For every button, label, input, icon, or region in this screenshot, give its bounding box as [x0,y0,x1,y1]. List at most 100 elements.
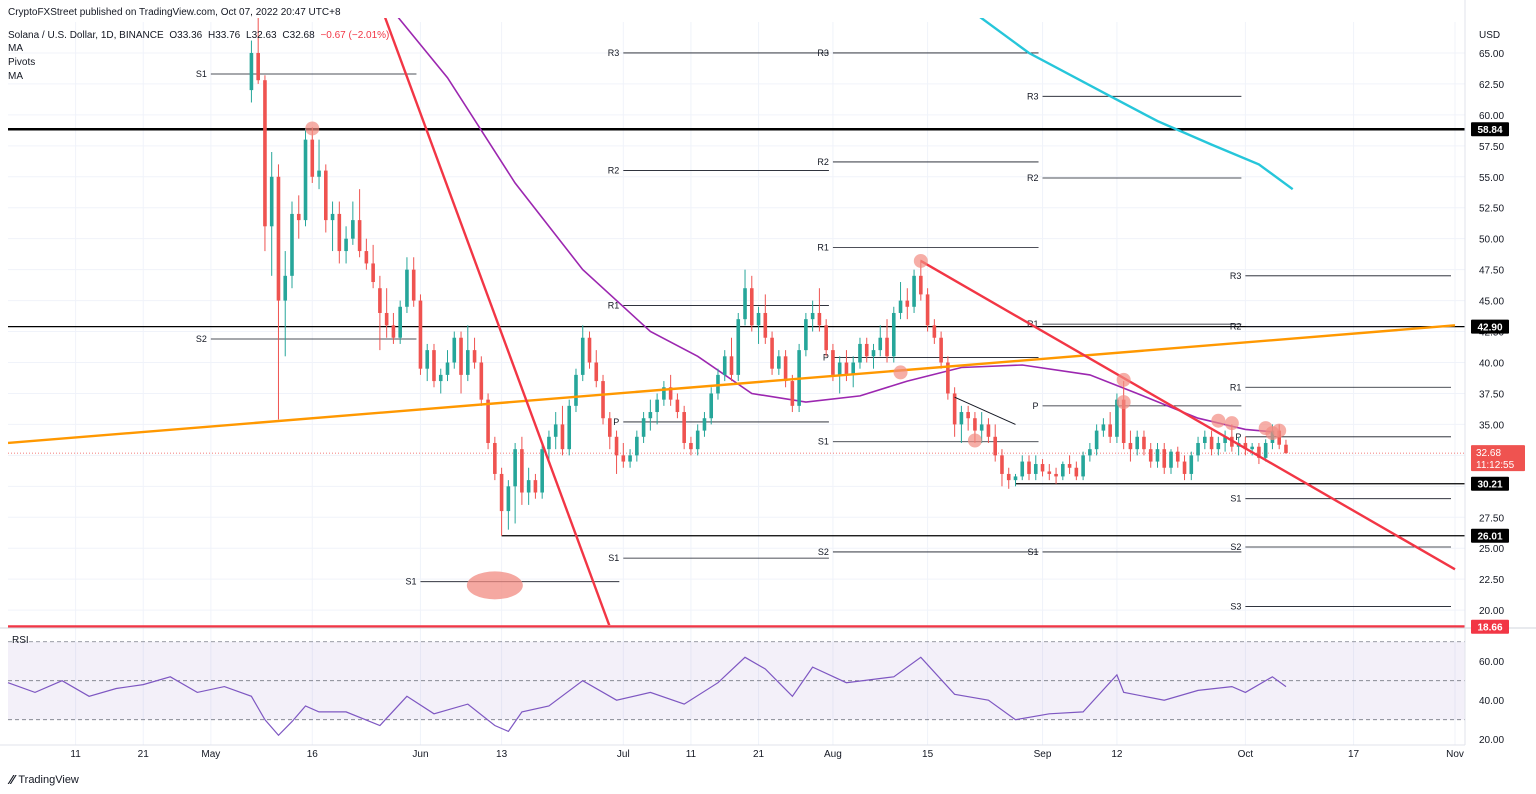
candle-2022-06-28 [601,374,605,425]
candle-body [966,412,970,419]
candle-2022-07-13 [702,412,707,437]
candle-2022-08-15 [925,288,930,332]
candle-body [330,213,335,221]
candle-body [452,337,457,363]
indicator-ma-1[interactable]: MA [8,43,23,54]
indicator-ma-2[interactable]: MA [8,71,23,82]
y-tick-2: 60.00 [1479,111,1504,122]
rsi-label: RSI [12,635,29,646]
price-label-bg-3 [1471,528,1509,543]
candle-body [864,343,869,357]
candle-body [756,312,761,326]
price-label-4: 18.66 [1477,623,1502,634]
y-tick-8: 45.00 [1479,297,1504,308]
x-tick-1: 21 [138,749,150,760]
candle-2022-08-12 [905,288,910,320]
candle-2022-07-16 [722,350,727,382]
candle-2022-06-11 [486,393,490,450]
candle-2022-08-07 [871,343,876,369]
candle-body [1203,436,1207,443]
candle-body [418,300,423,369]
candle-2022-05-16 [310,127,315,183]
candle-body [567,405,572,450]
ohlc-high: H33.76 [208,30,241,41]
candle-2022-05-19 [330,201,335,252]
candle-2022-06-29 [607,412,612,450]
x-tick-9: Aug [824,749,842,760]
candle-2022-06-12 [493,436,497,481]
x-tick-14: 17 [1348,749,1360,760]
candle-2022-06-06 [452,331,457,369]
x-tick-6: Jul [617,749,630,760]
candle-2022-08-20 [959,405,964,443]
candle-2022-08-24 [986,418,991,443]
highlight-marker-6 [1211,413,1226,428]
pivot-label-20: R2 [1230,322,1242,332]
candle-body [465,350,470,375]
candle-body [1094,430,1099,450]
price-label-3: 26.01 [1477,532,1502,543]
x-tick-3: 16 [307,749,319,760]
candle-body [682,412,686,443]
candle-body [472,350,477,363]
candle-2022-06-19 [540,442,544,499]
candle-body [979,424,984,431]
candle-body [1054,473,1058,477]
indicator-pivots[interactable]: Pivots [8,57,36,68]
candle-body [303,139,308,221]
candle-body [858,343,862,363]
pivot-label-24: S2 [1230,542,1241,552]
candle-2022-09-09 [1094,424,1099,456]
candle-body [520,449,524,493]
candle-body [540,449,544,493]
x-tick-11: Sep [1034,749,1052,760]
candle-2022-09-25 [1203,430,1207,450]
pivot-label-10: R1 [817,242,829,252]
candle-body [709,393,714,419]
pivot-label-2: S1 [405,577,416,587]
candle-2022-08-28 [1013,473,1018,487]
pivot-label-16: R1 [1027,319,1039,329]
candle-body [729,356,734,375]
candle-body [851,362,856,375]
candle-body [1101,424,1106,431]
grid [8,22,1465,745]
candle-body [256,52,260,81]
pivot-label-5: R1 [608,301,620,311]
candle-body [1128,442,1133,450]
candle-2022-05-08 [256,18,260,84]
candle-body [959,412,964,425]
candle-body [898,300,903,313]
candle-2022-08-30 [1027,455,1031,481]
rsi-pane: RSI 60.00 40.00 20.00 [0,627,1536,746]
candle-body [445,362,450,375]
candle-body [925,294,930,326]
candle-2022-05-20 [337,201,342,264]
candle-2022-06-08 [465,325,470,382]
candle-2022-06-20 [547,430,551,462]
candle-2022-05-25 [371,244,375,289]
pivot-label-18: S1 [1028,547,1039,557]
candle-2022-06-18 [533,473,538,499]
candle-body [722,356,727,375]
candle-body [269,176,274,227]
candle-2022-05-30 [405,257,409,313]
highlight-marker-7 [1224,416,1239,431]
y-tick-15: 27.50 [1479,513,1504,524]
candle-body [763,312,768,338]
candle-2022-08-10 [891,306,896,363]
candle-body [1263,442,1268,458]
candle-body [1040,464,1045,472]
candle-body [1250,446,1254,450]
pivot-label-0: S1 [196,69,207,79]
candle-body [844,362,849,375]
candle-2022-06-03 [432,343,436,388]
tradingview-logo[interactable]: ⁄⁄ TradingView [10,772,79,787]
candle-2022-06-17 [526,467,531,505]
candle-2022-06-30 [614,430,619,474]
candle-2022-05-31 [411,257,416,307]
ohlc-low: L32.63 [246,30,277,41]
candle-body [817,312,822,326]
pivot-label-15: R2 [1027,173,1039,183]
